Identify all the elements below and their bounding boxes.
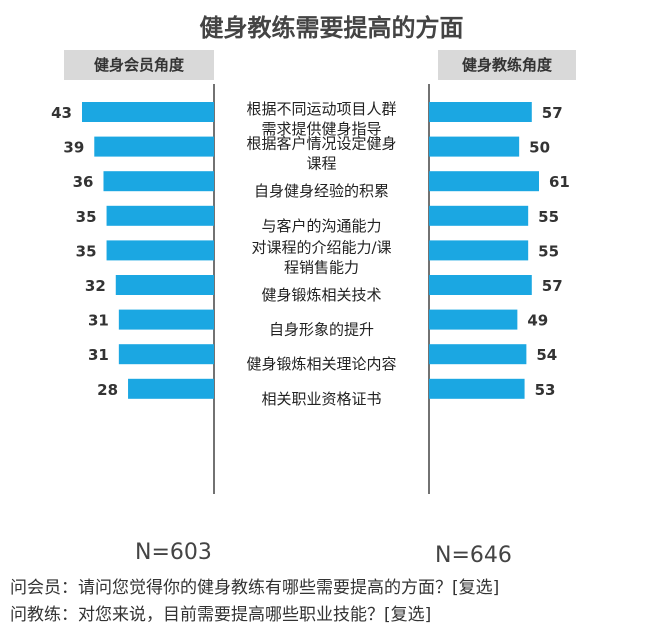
category-label: 根据不同运动项目人群 (246, 100, 396, 118)
member-value-label: 31 (88, 346, 109, 364)
coach-bar (429, 205, 529, 226)
member-value-label: 43 (51, 104, 72, 122)
coach-perspective-header: 健身教练角度 (438, 50, 576, 80)
member-value-label: 35 (76, 242, 97, 260)
member-bar (106, 205, 214, 226)
category-label: 健身锻炼相关技术 (261, 286, 381, 304)
chart-title: 健身教练需要提高的方面 (199, 14, 464, 42)
member-bar (115, 275, 214, 295)
category-label: 对课程的介绍能力/课 (251, 238, 391, 256)
member-question-note: 问会员：请问您觉得你的健身教练有哪些需要提高的方面？[复选] (10, 578, 500, 598)
coach-bar (429, 102, 532, 122)
coach-value-label: 55 (538, 208, 559, 226)
member-value-label: 35 (76, 208, 97, 226)
coach-value-label: 49 (527, 312, 548, 330)
category-label: 相关职业资格证书 (261, 390, 381, 408)
member-bar (118, 344, 214, 365)
coach-value-label: 53 (535, 381, 556, 399)
category-label: 与客户的沟通能力 (261, 217, 381, 235)
member-bar (94, 136, 214, 157)
coach-value-label: 50 (529, 139, 550, 157)
member-bar (128, 378, 214, 399)
category-label: 自身健身经验的积累 (254, 182, 389, 200)
member-value-label: 39 (63, 139, 84, 157)
member-bar (103, 171, 214, 192)
category-label: 自身形象的提升 (269, 321, 374, 339)
category-label: 健身锻炼相关理论内容 (246, 355, 396, 373)
coach-bar (429, 136, 520, 157)
category-label: 根据客户情况设定健身 (246, 135, 396, 153)
coach-bar (429, 171, 539, 192)
coach-value-label: 61 (549, 173, 570, 191)
member-bar (118, 309, 214, 330)
member-perspective-header: 健身会员角度 (64, 50, 214, 80)
member-sample-size: N=603 (135, 540, 212, 565)
member-value-label: 28 (97, 381, 118, 399)
member-value-label: 32 (85, 277, 106, 295)
member-value-label: 31 (88, 312, 109, 330)
coach-bar (429, 309, 518, 330)
category-label: 课程 (306, 155, 336, 173)
category-label: 需求提供健身指导 (261, 120, 381, 138)
coach-sample-size: N=646 (435, 543, 512, 568)
coach-bar (429, 344, 527, 365)
coach-value-label: 55 (538, 242, 559, 260)
member-bar (106, 240, 214, 261)
coach-bar (429, 275, 532, 295)
member-bar (82, 102, 214, 122)
coach-value-label: 57 (542, 104, 563, 122)
coach-value-label: 57 (542, 277, 563, 295)
coach-bar (429, 378, 525, 399)
member-value-label: 36 (73, 173, 94, 191)
coach-bar (429, 240, 529, 261)
coach-question-note: 问教练：对您来说，目前需要提高哪些职业技能？[复选] (10, 605, 432, 625)
category-label: 程销售能力 (284, 258, 359, 276)
coach-value-label: 54 (536, 346, 557, 364)
